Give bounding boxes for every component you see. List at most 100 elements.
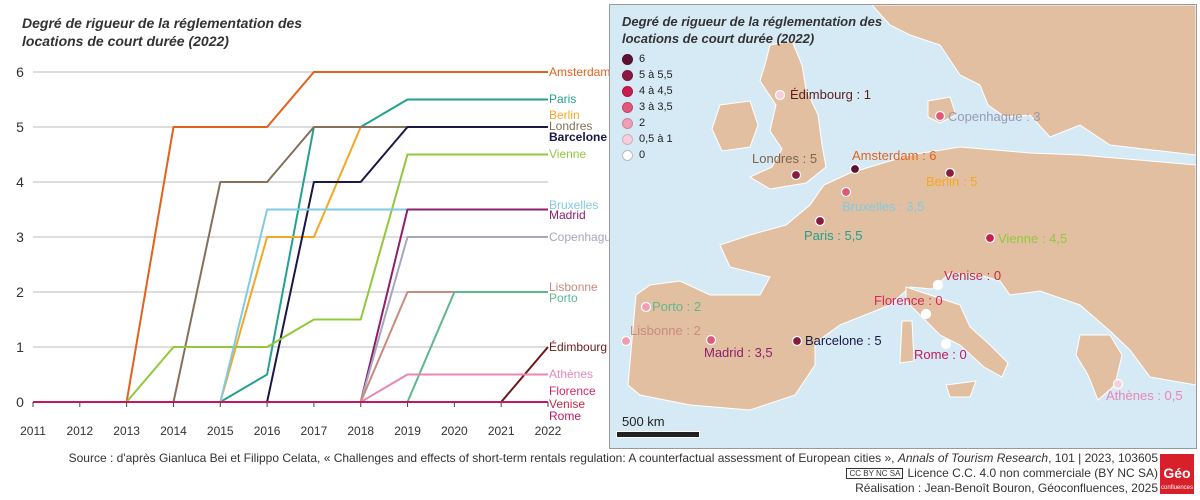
city-label: Bruxelles : 3,5	[842, 199, 925, 214]
legend-swatch	[622, 101, 633, 113]
legend-item: 4 à 4,5	[622, 83, 673, 99]
city-dot	[984, 232, 996, 244]
city-label: Porto : 2	[652, 299, 702, 314]
map-title-line1: Degré de rigueur de la réglementation de…	[622, 14, 883, 29]
y-tick-label: 3	[16, 229, 24, 245]
chart-title: Degré de rigueur de la réglementation de…	[22, 14, 302, 50]
city-label: Lisbonne : 2	[630, 323, 701, 338]
geoconfluences-logo-icon: Géo confluences	[1160, 454, 1194, 494]
legend-label: 0,5 à 1	[639, 133, 673, 145]
series-line-athènes	[33, 373, 548, 403]
legend-item: 5 à 5,5	[622, 67, 673, 83]
city-label: Amsterdam : 6	[852, 148, 937, 163]
city-label: Barcelone : 5	[805, 333, 882, 348]
series-label-édimbourg: Édimbourg	[549, 339, 607, 354]
legend-label: 4 à 4,5	[639, 85, 673, 97]
chart-title-line2: locations de court durée (2022)	[22, 33, 229, 49]
scale-bar: 500 km	[616, 414, 700, 442]
city-label: Vienne : 4,5	[998, 231, 1068, 246]
city-label: Londres : 5	[752, 151, 818, 166]
series-line-madrid	[33, 208, 548, 403]
city-dot	[934, 110, 946, 122]
map-legend: 6 5 à 5,5 4 à 4,5 3 à 3,5 2 0,5 à 1 0	[622, 51, 673, 163]
scale-line	[616, 431, 700, 438]
city-label: Florence : 0	[874, 293, 943, 308]
series-label-madrid: Madrid	[549, 208, 586, 222]
legend-item: 0,5 à 1	[622, 131, 673, 147]
map-city-dots	[620, 89, 1124, 390]
series-label-porto: Porto	[549, 291, 578, 305]
city-dot	[774, 89, 786, 101]
legend-item: 0	[622, 147, 673, 163]
city-dot	[840, 186, 852, 198]
series-label-bruxelles: Bruxelles	[549, 198, 598, 212]
x-tick-label: 2011	[20, 424, 46, 438]
series-label-paris: Paris	[549, 92, 576, 106]
legend-item: 6	[622, 51, 673, 67]
svg-text:confluences: confluences	[1161, 485, 1193, 491]
legend-item: 2	[622, 115, 673, 131]
x-tick-label: 2019	[394, 424, 421, 438]
city-dot	[705, 334, 717, 346]
city-dot	[920, 308, 932, 320]
city-dot	[944, 167, 956, 179]
legend-label: 2	[639, 117, 646, 129]
city-label: Rome : 0	[914, 347, 967, 362]
y-tick-label: 1	[16, 339, 24, 355]
city-dot	[791, 335, 803, 347]
legend-label: 0	[639, 149, 646, 161]
series-line-paris	[33, 98, 548, 403]
europe-map	[620, 5, 1196, 411]
series-line-barcelone	[33, 126, 548, 403]
source-suffix: , 101 | 2023, 103605	[1048, 451, 1158, 465]
series-label-berlin: Berlin	[549, 108, 580, 122]
line-chart: 0 1 2 3 4 5 6 2011 2012 2013 2014 2015 2016 2017 2018 2…	[16, 64, 610, 438]
license-note: CC BY NC SA Licence C.C. 4.0 non commerci…	[846, 466, 1158, 480]
source-note: Source : d'après Gianluca Bei et Filippo…	[69, 451, 1158, 465]
series-line-copenhague	[33, 236, 548, 403]
city-label: Copenhague : 3	[948, 109, 1041, 124]
svg-text:Géo: Géo	[1163, 465, 1190, 481]
city-dot	[849, 163, 861, 175]
city-label: Édimbourg : 1	[790, 87, 871, 102]
y-tick-label: 4	[16, 174, 24, 190]
x-tick-label: 2014	[160, 424, 187, 438]
map-title-line2: locations de court durée (2022)	[622, 31, 815, 46]
license-text: Licence C.C. 4.0 non commerciale (BY NC …	[907, 466, 1158, 480]
legend-label: 6	[639, 53, 646, 65]
legend-swatch	[622, 149, 633, 161]
city-dot	[620, 335, 632, 347]
series-label-londres: Londres	[549, 119, 592, 133]
legend-item: 3 à 3,5	[622, 99, 673, 115]
city-label: Paris : 5,5	[804, 228, 863, 243]
city-dot	[940, 338, 952, 350]
series-line-londres	[33, 126, 548, 403]
credit-note: Réalisation : Jean-Benoît Bouron, Géocon…	[855, 481, 1158, 495]
chart-title-line1: Degré de rigueur de la réglementation de…	[22, 15, 303, 31]
y-tick-label: 0	[16, 394, 24, 410]
city-dot	[932, 279, 944, 291]
series-label-barcelone: Barcelone	[549, 130, 607, 144]
legend-label: 5 à 5,5	[639, 69, 673, 81]
series-line-berlin	[33, 126, 548, 403]
city-label: Athènes : 0,5	[1106, 388, 1183, 403]
series-label-florence: Florence	[549, 384, 596, 398]
y-tick-label: 2	[16, 284, 24, 300]
legend-swatch	[622, 133, 633, 145]
legend-swatch	[622, 117, 633, 129]
legend-label: 3 à 3,5	[639, 101, 673, 113]
series-line-bruxelles	[33, 208, 548, 403]
map-title: Degré de rigueur de la réglementation de…	[622, 13, 882, 47]
x-tick-label: 2015	[207, 424, 234, 438]
source-journal: Annals of Tourism Research	[897, 451, 1049, 465]
series-label-amsterdam: Amsterdam	[549, 65, 610, 79]
legend-swatch	[622, 53, 633, 65]
series-label-copenhague: Copenhague	[549, 230, 610, 244]
y-tick-label: 5	[16, 119, 24, 135]
x-tick-label: 2020	[441, 424, 468, 438]
x-tick-label: 2012	[66, 424, 93, 438]
x-tick-label: 2013	[113, 424, 140, 438]
series-line-vienne	[33, 153, 548, 403]
x-tick-label: 2022	[535, 424, 562, 438]
y-tick-label: 6	[16, 64, 24, 80]
